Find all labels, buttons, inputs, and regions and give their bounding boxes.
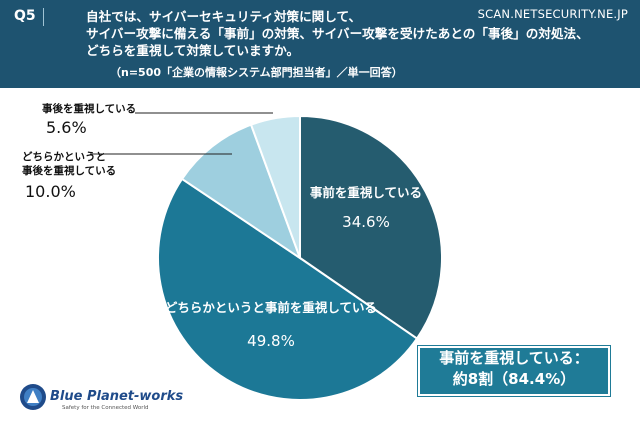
logo-name: Blue Planet-works [50, 389, 184, 404]
summary-line-2: 約8割（84.4%） [452, 370, 576, 388]
slice-label-before-lean-name: どちらかというと事前を重視している [165, 300, 377, 315]
summary-line-1: 事前を重視している： [439, 349, 589, 367]
pie-slice-1 [299, 114, 443, 340]
pie-slice-2 [157, 177, 419, 402]
blue-planet-logo-icon [20, 384, 46, 410]
question-text: 自社では、サイバーセキュリティ対策に関して、 サイバー攻撃に備える「事前」の対策… [86, 8, 589, 59]
divider [43, 8, 44, 26]
callout-after-lean-name-2: 事後を重視している [22, 165, 117, 177]
callout-after-lean-value: 10.0% [25, 182, 76, 201]
callout-lines [90, 112, 273, 155]
pie-slices [157, 114, 443, 402]
question-line: サイバー攻撃に備える「事前」の対策、サイバー攻撃を受けたあとの「事後」の対処法、 [86, 26, 589, 41]
pie-slice-4 [249, 114, 301, 259]
question-number: Q5 [14, 8, 36, 24]
slice-label-before-strong-name: 事前を重視している [310, 185, 422, 200]
callout-after-strong-name: 事後を重視している [42, 103, 137, 115]
slice-value-before-strong: 34.6% [342, 213, 390, 231]
pie-slice-3 [180, 123, 302, 261]
question-line: 自社では、サイバーセキュリティ対策に関して、 [86, 9, 362, 24]
question-header: Q5 SCAN.NETSECURITY.NE.JP 自社では、サイバーセキュリテ… [0, 0, 640, 88]
question-line: どちらを重視して対策していますか。 [86, 43, 300, 58]
summary-box: 事前を重視している： 約8割（84.4%） [418, 346, 610, 396]
site-name: SCAN.NETSECURITY.NE.JP [477, 7, 628, 21]
pie-chart: 事前を重視している 34.6% どちらかというと事前を重視している 49.8% [90, 112, 443, 402]
slice-value-before-lean: 49.8% [247, 332, 295, 350]
callout-after-lean-name-1: どちらかというと [22, 151, 106, 163]
sample-note: （n=500「企業の情報システム部門担当者」／単一回答） [110, 66, 403, 79]
logo-tagline: Safety for the Connected World [62, 405, 149, 411]
slice-labels: 事前を重視している 34.6% どちらかというと事前を重視している 49.8% [165, 185, 422, 350]
callout-after-strong-value: 5.6% [46, 118, 87, 137]
